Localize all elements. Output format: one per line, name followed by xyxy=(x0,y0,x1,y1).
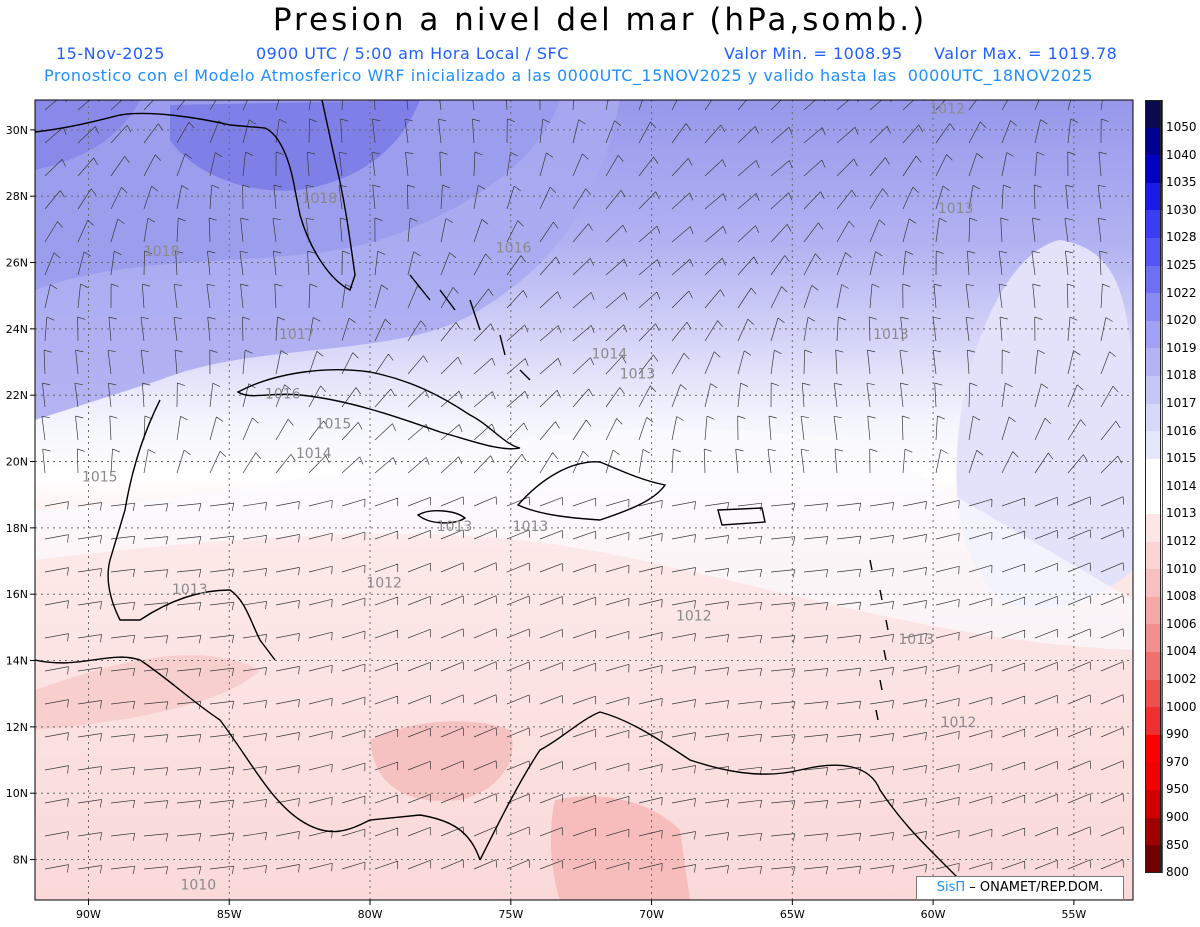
map-field xyxy=(35,100,1133,900)
isobar-label: 1010 xyxy=(180,877,216,893)
valor-max: Valor Max. = 1019.78 xyxy=(934,44,1118,63)
map-title: Presion a nivel del mar (hPa,somb.) xyxy=(272,2,928,38)
isobar-label: 1012 xyxy=(929,101,965,117)
isobar-label: 1012 xyxy=(676,609,712,625)
lon-tick-label: 70W xyxy=(639,908,664,921)
valor-min: Valor Min. = 1008.95 xyxy=(724,44,903,63)
colorbar-label: 950 xyxy=(1166,782,1189,797)
lat-tick-label: 14N xyxy=(6,655,28,668)
colorbar-label: 1022 xyxy=(1166,285,1197,300)
colorbar-label: 1014 xyxy=(1166,478,1197,493)
isobar-label: 1012 xyxy=(366,576,402,592)
colorbar-label: 1015 xyxy=(1166,451,1197,466)
isobar-label: 1018 xyxy=(144,244,180,260)
lon-tick-label: 90W xyxy=(76,908,101,921)
lon-tick-label: 60W xyxy=(921,908,946,921)
isobar-label: 1013 xyxy=(873,327,909,343)
isobar-label: 1016 xyxy=(496,241,532,257)
wind-barbs xyxy=(41,100,1125,875)
forecast-time: 0900 UTC / 5:00 am Hora Local / SFC xyxy=(256,44,569,63)
colorbar-label: 1016 xyxy=(1166,423,1197,438)
map-frame xyxy=(34,99,1134,901)
wind-barb-field xyxy=(41,100,1125,875)
colorbar-label: 1040 xyxy=(1166,147,1197,162)
isobar-label: 1013 xyxy=(938,201,974,217)
isobar-label: 1013 xyxy=(172,582,208,598)
colorbar-label: 1004 xyxy=(1166,644,1197,659)
isobar-label: 1016 xyxy=(265,387,301,403)
isobar-label: 1015 xyxy=(316,416,352,432)
coastlines xyxy=(35,100,981,900)
lat-tick-label: 20N xyxy=(6,456,28,469)
isobar-label: 1013 xyxy=(513,519,549,535)
colorbar-label: 1008 xyxy=(1166,589,1197,604)
lon-tick-label: 80W xyxy=(358,908,383,921)
lat-tick-label: 30N xyxy=(6,124,28,137)
colorbar-label: 1013 xyxy=(1166,506,1197,521)
lat-tick-label: 22N xyxy=(6,389,28,402)
lat-tick-label: 16N xyxy=(6,588,28,601)
colorbar-label: 1018 xyxy=(1166,368,1197,383)
map-axes: 30N 28N 26N 24N 22N 20N 18N 16N 14N 12N 10N 8N 90W 85… xyxy=(6,124,1087,921)
isobar-label: 1017 xyxy=(279,327,315,343)
colorbar-label: 1012 xyxy=(1166,534,1197,548)
colorbar-label: 1028 xyxy=(1166,230,1197,245)
colorbar-label: 850 xyxy=(1166,837,1189,852)
isobar-label: 1018 xyxy=(302,191,338,207)
lat-tick-label: 24N xyxy=(6,323,28,336)
credit-org: – ONAMET/REP.DOM. xyxy=(969,880,1104,895)
isobar-label: 1013 xyxy=(620,367,656,383)
isobar-label: 1014 xyxy=(296,446,332,462)
credit-box: SisΠ – ONAMET/REP.DOM. xyxy=(916,876,1124,900)
isobar-label: 1013 xyxy=(437,519,473,535)
lon-tick-label: 75W xyxy=(498,908,523,921)
lat-tick-label: 10N xyxy=(6,787,28,800)
colorbar-label: 1006 xyxy=(1166,616,1197,631)
colorbar-label: 970 xyxy=(1166,754,1189,769)
colorbar-label: 1002 xyxy=(1166,672,1197,686)
model-info: Pronostico con el Modelo Atmosferico WRF… xyxy=(44,66,1093,85)
colorbar-label: 990 xyxy=(1166,727,1189,742)
colorbar-frame xyxy=(1145,100,1161,873)
colorbar-label: 1020 xyxy=(1166,313,1197,328)
lat-tick-label: 26N xyxy=(6,257,28,270)
forecast-date: 15-Nov-2025 xyxy=(56,44,165,63)
isobar-label: 1013 xyxy=(898,632,934,648)
colorbar-label: 1000 xyxy=(1166,699,1197,714)
colorbar-label: 1035 xyxy=(1166,175,1197,190)
credit-brand: SisΠ xyxy=(936,880,966,895)
colorbar-label: 1019 xyxy=(1166,340,1197,355)
isobar-labels: 1012 1013 1018 1018 1016 1017 1014 1013 1013 1016… xyxy=(82,101,976,893)
colorbar-label: 1030 xyxy=(1166,202,1197,217)
lat-tick-label: 12N xyxy=(6,721,28,734)
colorbar-label: 1050 xyxy=(1166,120,1197,134)
isobar-label: 1014 xyxy=(592,347,628,363)
colorbar-label: 1025 xyxy=(1166,258,1197,272)
colorbar-label: 900 xyxy=(1166,810,1189,824)
lon-tick-label: 85W xyxy=(217,908,242,921)
isobar-label: 1015 xyxy=(82,469,118,485)
lon-tick-label: 65W xyxy=(780,908,805,921)
isobar-label: 1012 xyxy=(941,715,977,731)
lat-tick-label: 18N xyxy=(6,522,28,535)
colorbar-label: 800 xyxy=(1166,865,1189,880)
lon-tick-label: 55W xyxy=(1061,908,1086,921)
lat-tick-label: 8N xyxy=(13,854,28,867)
colorbar-label: 1017 xyxy=(1166,396,1197,410)
colorbar-label: 1010 xyxy=(1166,561,1197,576)
lat-tick-label: 28N xyxy=(6,190,28,203)
